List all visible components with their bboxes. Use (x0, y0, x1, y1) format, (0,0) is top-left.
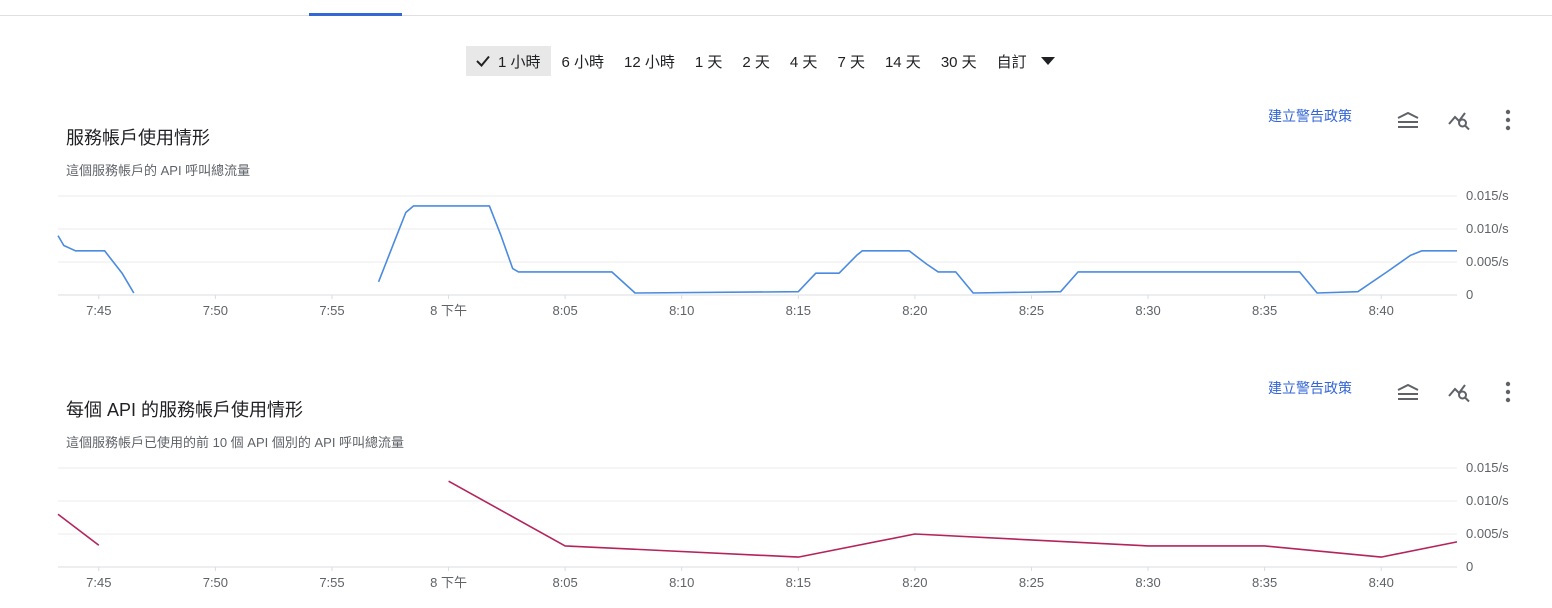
x-tick-label: 7:50 (203, 575, 228, 590)
time-range-label: 1 天 (694, 53, 723, 71)
x-tick-label: 7:50 (203, 303, 228, 318)
x-tick-label: 8:35 (1252, 303, 1277, 318)
check-icon (476, 55, 490, 67)
y-tick-label: 0.015/s (1466, 460, 1509, 475)
series-line (57, 513, 100, 546)
tab-strip-divider (0, 15, 1552, 16)
y-tick-label: 0.015/s (1466, 188, 1509, 203)
time-range-label: 自訂 (996, 53, 1027, 71)
x-tick-label: 7:45 (86, 575, 111, 590)
x-tick-label: 8:05 (552, 575, 577, 590)
x-tick-label: 8:25 (1019, 575, 1044, 590)
x-tick-label: 8:10 (669, 575, 694, 590)
x-tick-label: 8:25 (1019, 303, 1044, 318)
x-tick-label: 8:35 (1252, 575, 1277, 590)
active-tab-indicator (309, 13, 402, 16)
explore-chart-icon[interactable] (1447, 380, 1471, 404)
more-vert-icon[interactable] (1496, 380, 1520, 404)
time-range-option[interactable]: 14 天 (880, 46, 926, 76)
create-alert-policy-link[interactable]: 建立警告政策 (1268, 108, 1352, 124)
series-line (448, 480, 1458, 558)
time-range-option[interactable]: 1 小時 (466, 46, 551, 76)
y-tick-label: 0.010/s (1466, 221, 1509, 236)
x-tick-label: 8 下午 (430, 303, 467, 318)
x-tick-label: 7:55 (319, 303, 344, 318)
time-range-label: 2 天 (742, 53, 770, 71)
time-range-option[interactable]: 自訂 (992, 46, 1060, 76)
y-tick-label: 0.010/s (1466, 493, 1509, 508)
x-tick-label: 8:30 (1135, 575, 1160, 590)
time-range-option[interactable]: 12 小時 (619, 46, 680, 76)
x-tick-label: 8:30 (1135, 303, 1160, 318)
series-line (57, 235, 135, 294)
x-tick-label: 8:15 (786, 303, 811, 318)
x-tick-label: 8 下午 (430, 575, 467, 590)
time-range-label: 7 天 (837, 53, 865, 71)
y-tick-label: 0 (1466, 287, 1473, 302)
legend-toggle-icon[interactable] (1396, 380, 1420, 404)
more-vert-icon[interactable] (1496, 108, 1520, 132)
explore-chart-icon[interactable] (1447, 108, 1471, 132)
x-tick-label: 8:20 (902, 303, 927, 318)
dropdown-caret-icon (1040, 57, 1055, 65)
chart-subtitle: 這個服務帳戶的 API 呼叫總流量 (66, 163, 251, 178)
y-tick-label: 0.005/s (1466, 526, 1509, 541)
chart-title: 服務帳戶使用情形 (66, 128, 210, 148)
x-tick-label: 8:05 (552, 303, 577, 318)
chart-title: 每個 API 的服務帳戶使用情形 (66, 400, 304, 420)
x-tick-label: 8:20 (902, 575, 927, 590)
time-range-label: 12 小時 (624, 53, 675, 71)
time-range-option[interactable]: 2 天 (737, 46, 775, 76)
time-range-label: 1 小時 (498, 53, 541, 71)
time-range-label: 14 天 (884, 53, 921, 71)
series-line (377, 205, 1457, 294)
x-tick-label: 7:45 (86, 303, 111, 318)
time-range-option[interactable]: 30 天 (936, 46, 982, 76)
line-chart-service-account-usage: 0.015/s 0.010/s 0.005/s 0 7:45 7:50 7:55 8 下午 8:… (57, 188, 1509, 318)
x-tick-label: 8:15 (786, 575, 811, 590)
time-range-selector: 1 小時 6 小時 12 小時 1 天 2 天 4 天 7 天 14 天 30 天 自訂 (466, 46, 1070, 76)
time-range-option[interactable]: 1 天 (690, 46, 728, 76)
time-range-label: 6 小時 (561, 53, 605, 71)
time-range-label: 4 天 (789, 53, 818, 71)
legend-toggle-icon[interactable] (1396, 108, 1420, 132)
time-range-label: 30 天 (940, 53, 977, 71)
line-chart-per-api-usage: 0.015/s 0.010/s 0.005/s 0 7:45 7:50 7:55 8 下午 8:… (57, 460, 1509, 590)
create-alert-policy-link[interactable]: 建立警告政策 (1268, 380, 1352, 396)
time-range-option[interactable]: 6 小時 (557, 46, 610, 76)
x-tick-label: 8:40 (1369, 575, 1394, 590)
y-tick-label: 0 (1466, 559, 1473, 574)
time-range-option[interactable]: 4 天 (785, 46, 823, 76)
time-range-option[interactable]: 7 天 (832, 46, 870, 76)
x-tick-label: 8:10 (669, 303, 694, 318)
x-tick-label: 8:40 (1369, 303, 1394, 318)
x-tick-label: 7:55 (319, 575, 344, 590)
chart-subtitle: 這個服務帳戶已使用的前 10 個 API 個別的 API 呼叫總流量 (66, 435, 405, 450)
y-tick-label: 0.005/s (1466, 254, 1509, 269)
